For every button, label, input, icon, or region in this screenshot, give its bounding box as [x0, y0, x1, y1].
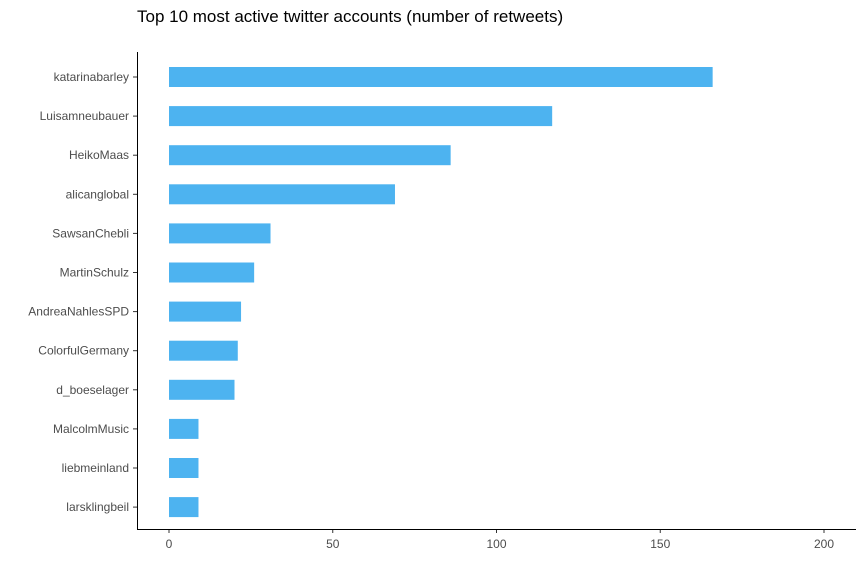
y-tick-label: larsklingbeil [66, 500, 129, 514]
x-tick-label: 50 [326, 537, 340, 551]
bar [169, 340, 238, 361]
bar [169, 223, 271, 244]
y-tick-label: d_boeselager [56, 383, 129, 397]
bar [169, 262, 255, 283]
x-tick-label: 100 [486, 537, 506, 551]
chart-title: Top 10 most active twitter accounts (num… [137, 7, 563, 26]
y-tick-label: MartinSchulz [60, 266, 129, 280]
y-tick-label: SawsanChebli [52, 226, 129, 240]
bars-group [169, 67, 713, 518]
x-axis: 0 50 100 150 200 [166, 529, 834, 551]
bar [169, 497, 199, 518]
y-tick-label: AndreaNahlesSPD [28, 305, 129, 319]
y-tick-label: HeikoMaas [69, 148, 129, 162]
y-tick-label: alicanglobal [66, 187, 129, 201]
bar [169, 301, 242, 322]
y-tick-label: MalcolmMusic [53, 422, 129, 436]
bar [169, 418, 199, 439]
y-tick-labels: katarinabarley Luisamneubauer HeikoMaas ali… [28, 70, 137, 514]
x-tick-label: 200 [814, 537, 834, 551]
bar [169, 106, 553, 127]
y-tick-label: ColorfulGermany [38, 344, 129, 358]
bar [169, 67, 713, 87]
bar [169, 379, 235, 400]
bar [169, 458, 199, 478]
y-tick-label: Luisamneubauer [40, 109, 129, 123]
x-tick-label: 0 [166, 537, 173, 551]
y-tick-label: katarinabarley [54, 70, 129, 84]
bar [169, 145, 451, 166]
bar [169, 184, 395, 205]
x-tick-label: 150 [650, 537, 670, 551]
y-tick-label: liebmeinland [62, 461, 129, 475]
